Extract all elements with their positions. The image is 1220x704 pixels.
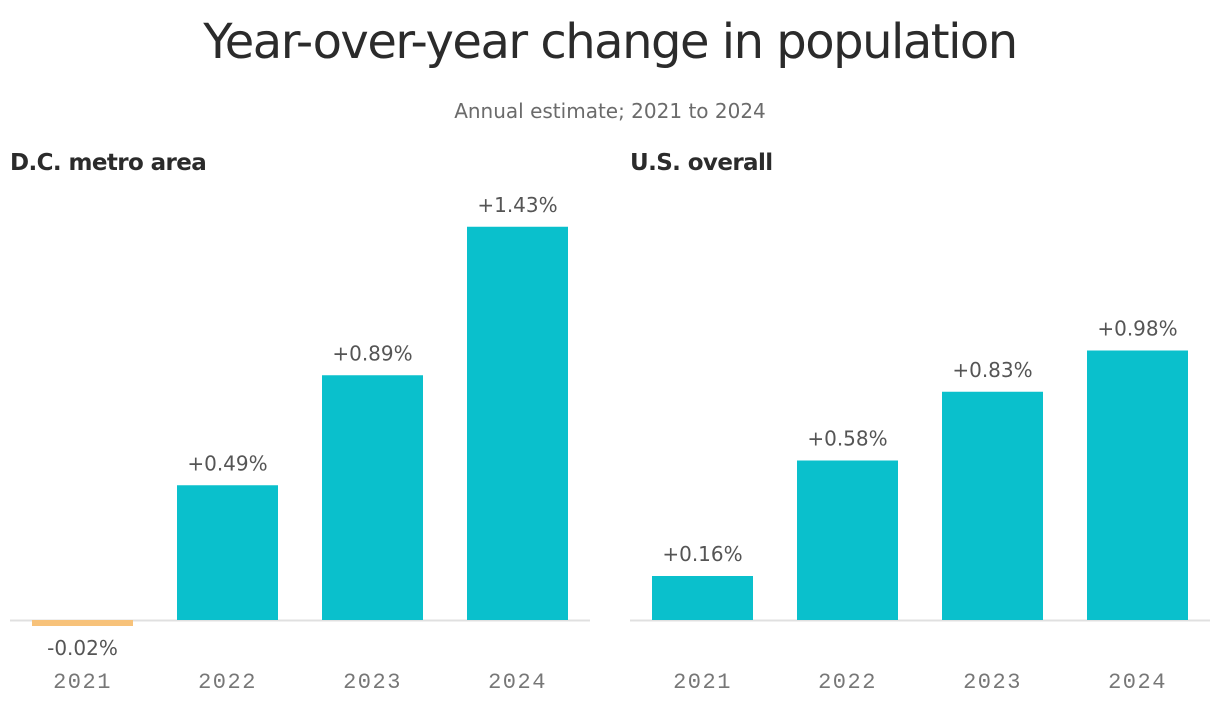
us-overall-tick-label-2023: 2023: [963, 670, 1022, 695]
us-overall-value-label-2024: +0.98%: [1097, 317, 1177, 341]
dc-metro-value-label-2024: +1.43%: [477, 193, 557, 217]
dc-metro-tick-label-2022: 2022: [198, 670, 257, 695]
us-overall-value-label-2023: +0.83%: [952, 358, 1032, 382]
panel-title-us-overall: U.S. overall: [630, 150, 773, 176]
us-overall-tick-label-2021: 2021: [673, 670, 732, 695]
us-overall-bar-2023: [942, 391, 1043, 620]
chart-subtitle: Annual estimate; 2021 to 2024: [454, 99, 766, 123]
dc-metro-value-label-2022: +0.49%: [187, 451, 267, 475]
chart-title: Year-over-year change in population: [203, 14, 1018, 70]
dc-metro-value-label-2021: -0.02%: [47, 636, 118, 660]
dc-metro-chart: -0.02% 2021 +0.49% 2022 +0.89% 2023 +1.43% 2024: [10, 193, 590, 695]
us-overall-chart: +0.16% 2021 +0.58% 2022 +0.83% 2023 +0.98% 2024: [630, 317, 1210, 695]
us-overall-bar-2021: [652, 576, 753, 620]
dc-metro-bar-2023: [322, 375, 423, 620]
dc-metro-bar-2022: [177, 485, 278, 620]
panel-title-dc-metro: D.C. metro area: [10, 150, 207, 176]
dc-metro-value-label-2023: +0.89%: [332, 341, 412, 365]
us-overall-bar-2024: [1087, 350, 1188, 620]
us-overall-value-label-2022: +0.58%: [807, 427, 887, 451]
us-overall-tick-label-2024: 2024: [1108, 670, 1167, 695]
dc-metro-bar-2021: [32, 620, 133, 626]
dc-metro-tick-label-2024: 2024: [488, 670, 547, 695]
dc-metro-bar-2024: [467, 226, 568, 620]
us-overall-value-label-2021: +0.16%: [662, 542, 742, 566]
dc-metro-tick-label-2021: 2021: [53, 670, 112, 695]
us-overall-tick-label-2022: 2022: [818, 670, 877, 695]
dc-metro-tick-label-2023: 2023: [343, 670, 402, 695]
us-overall-bar-2022: [797, 460, 898, 620]
